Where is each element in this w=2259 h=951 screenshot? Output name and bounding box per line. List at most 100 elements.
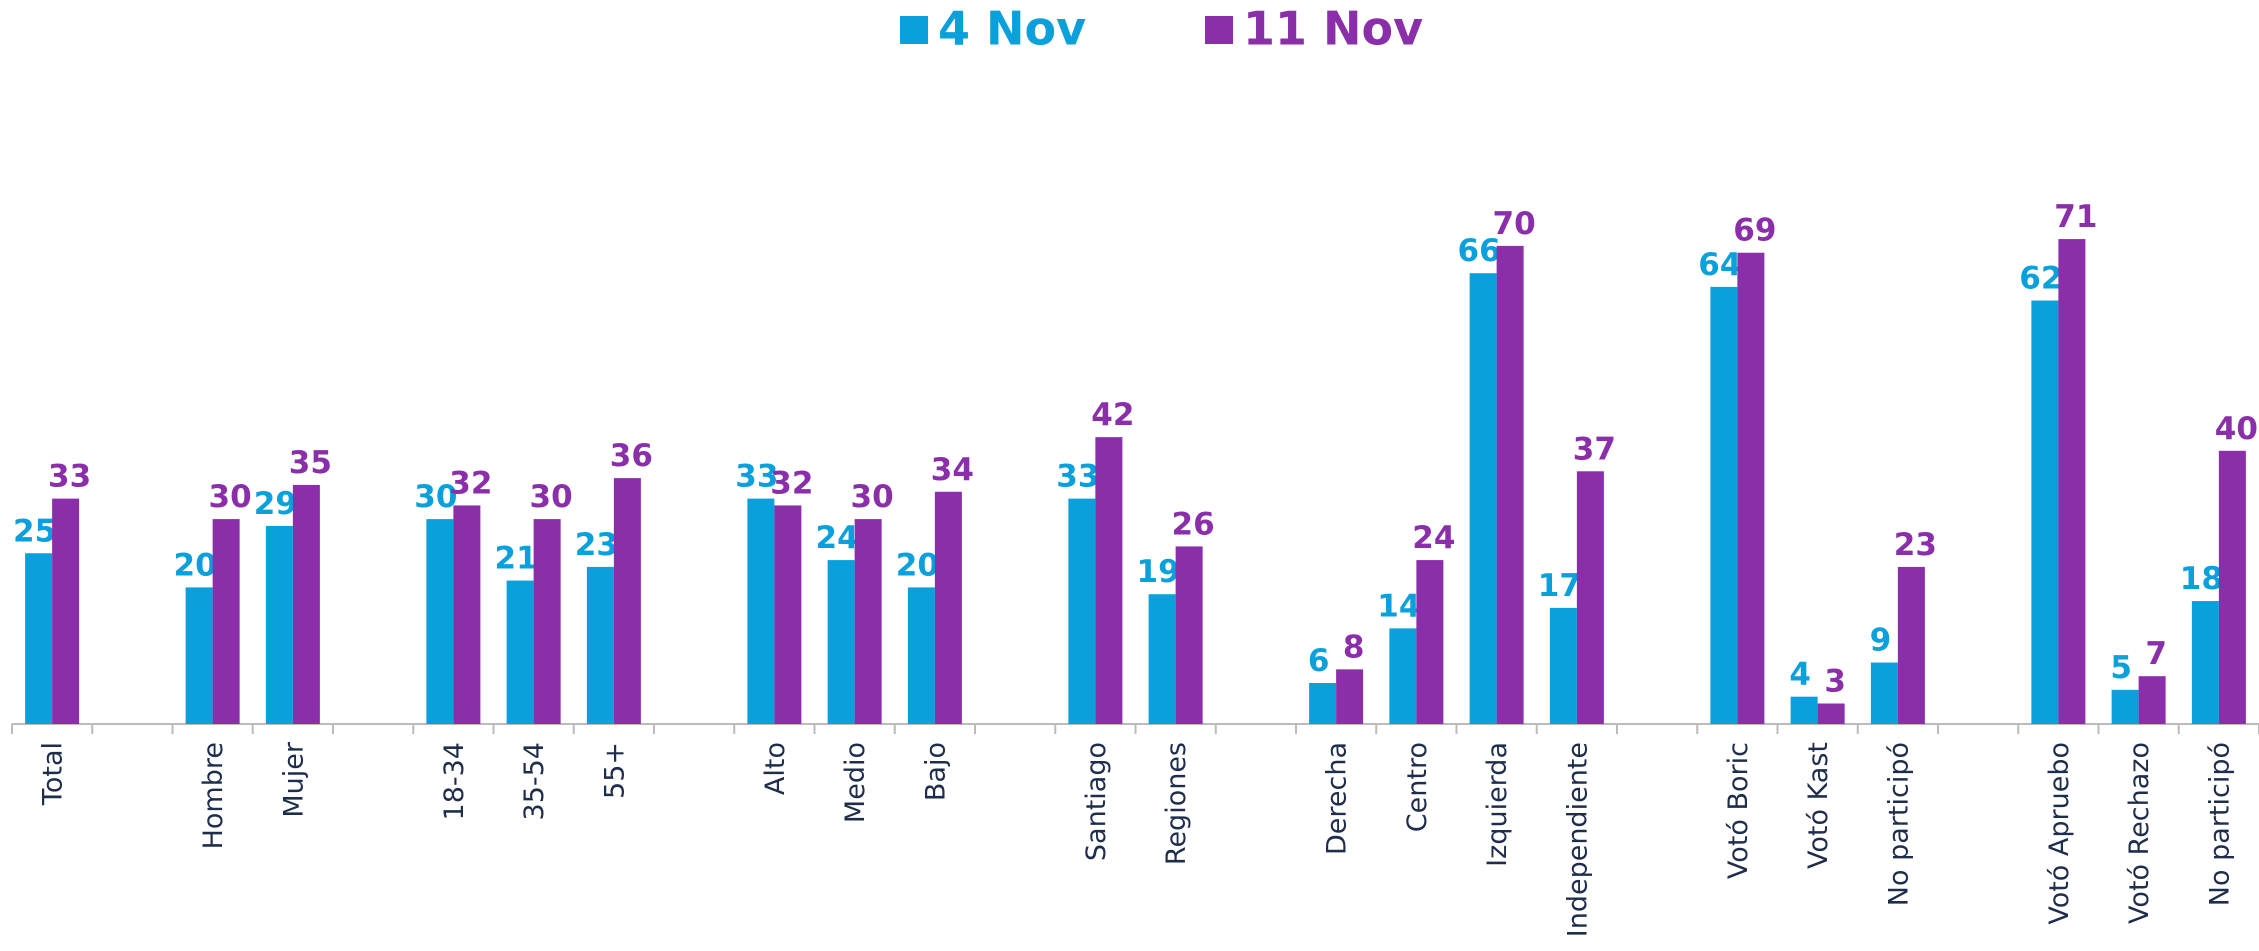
x-tick-label: Hombre [198,742,229,849]
value-label: 62 [2019,261,2062,297]
value-label: 21 [495,541,538,577]
bar [1790,696,1818,724]
x-tick-label: 55+ [599,742,630,799]
x-tick-label: Alto [760,742,791,795]
bar [292,484,320,724]
value-label: 26 [1172,506,1215,542]
x-tick-label: Mujer [278,741,309,818]
bar [613,478,641,724]
value-label: 7 [2145,636,2167,672]
x-tick-label: Votó Boric [1723,742,1754,879]
bar [1817,703,1845,724]
bar [426,519,454,724]
bar [1870,662,1898,724]
bar [1416,560,1444,724]
value-label: 40 [2215,411,2258,447]
bar [1710,286,1738,724]
value-label: 36 [610,438,653,474]
x-tick-label: Santiago [1081,742,1112,861]
legend-label: 11 Nov [1243,2,1423,56]
bar [265,525,293,724]
bar [2218,450,2246,724]
x-tick-label: No participó [1883,742,1914,906]
bar [185,587,213,724]
x-tick-label: Medio [840,742,871,823]
bar [2031,300,2059,724]
bar [934,491,962,724]
value-label: 70 [1493,206,1536,242]
value-label: 20 [174,547,217,583]
value-label: 42 [1091,397,1134,433]
bar [2138,676,2166,724]
value-label: 30 [209,479,252,515]
bar [1496,245,1524,724]
value-label: 66 [1458,233,1501,269]
value-label: 3 [1824,664,1846,700]
bar [1175,546,1203,724]
value-label: 35 [289,445,332,481]
value-label: 8 [1343,629,1365,665]
bar [52,498,80,724]
value-label: 33 [1056,459,1099,495]
bar [25,553,53,724]
value-label: 30 [530,479,573,515]
value-label: 5 [2110,650,2132,686]
bar [1148,594,1176,724]
bar [2058,239,2086,724]
value-label: 71 [2054,199,2097,235]
value-label: 30 [414,479,457,515]
bar [453,505,481,724]
bar [1549,607,1577,724]
x-tick-label: Votó Kast [1803,742,1834,869]
bar [586,566,614,724]
bar [1737,252,1765,725]
bar [212,519,240,724]
x-tick-label: Centro [1402,742,1433,832]
value-label: 34 [931,452,974,488]
bar [774,505,802,724]
bar [506,580,534,724]
legend-label: 4 Nov [938,2,1086,56]
x-tick-label: No participó [2204,742,2235,906]
value-label: 24 [816,520,859,556]
bar [747,498,775,724]
bar [854,519,882,724]
bar [2191,601,2219,724]
value-label: 18 [2180,561,2223,597]
x-tick-label: Bajo [920,742,951,801]
value-label: 64 [1698,247,1741,283]
value-label: 37 [1573,431,1616,467]
value-label: 4 [1789,657,1811,693]
x-tick-label: Independiente [1562,742,1593,937]
value-label: 33 [48,459,91,495]
bar [1095,437,1123,724]
legend-swatch [900,16,928,44]
bar [1576,471,1604,724]
value-label: 17 [1538,568,1581,604]
value-label: 23 [1894,527,1937,563]
x-tick-label: Total [38,742,69,806]
value-label: 9 [1870,623,1892,659]
bar [1336,669,1364,724]
x-tick-label: Regiones [1161,742,1192,865]
value-label: 33 [735,459,778,495]
bar [533,519,561,724]
value-label: 14 [1377,588,1420,624]
value-label: 23 [575,527,618,563]
bar [1469,273,1497,724]
value-label: 6 [1308,643,1330,679]
bar [827,560,855,724]
legend-swatch [1205,16,1233,44]
value-label: 30 [851,479,894,515]
bar [1389,628,1417,724]
x-tick-label: Votó Rechazo [2124,742,2155,924]
bar [1068,498,1096,724]
x-tick-label: Izquierda [1482,742,1513,867]
value-label: 24 [1412,520,1455,556]
bar [1309,683,1337,724]
value-label: 25 [13,513,56,549]
x-tick-label: Derecha [1322,742,1353,855]
x-tick-label: Votó Apruebo [2044,742,2075,925]
bar [907,587,935,724]
